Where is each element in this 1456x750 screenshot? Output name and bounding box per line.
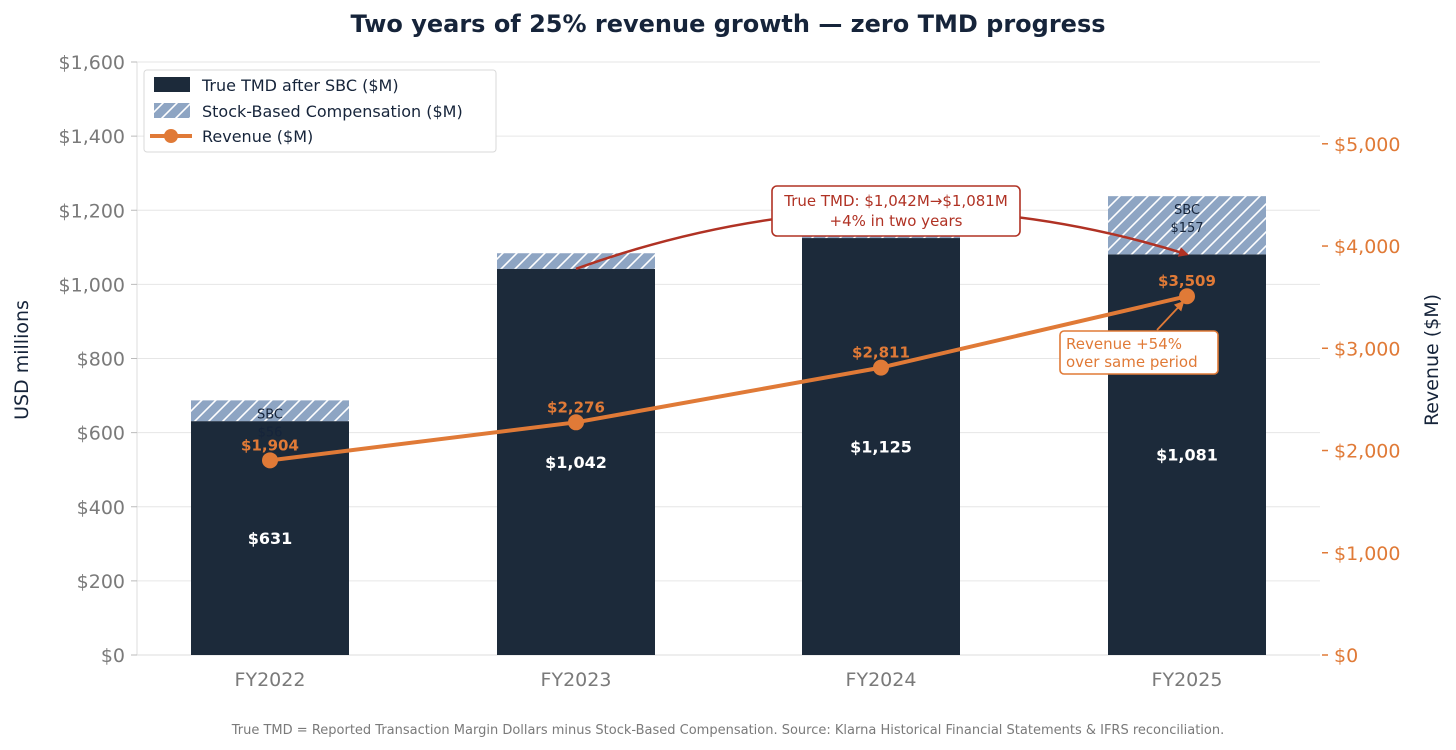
y-tick-label: $1,400	[59, 126, 125, 148]
bar-labels: $631 SBC $56 $1,042 $1,125 $1,081 SBC $157	[248, 203, 1218, 548]
legend: True TMD after SBC ($M) Stock-Based Comp…	[143, 69, 497, 153]
sbc-value-label: $157	[1170, 221, 1203, 236]
legend-label-sbc: Stock-Based Compensation ($M)	[202, 102, 463, 121]
tmd-annotation-text: +4% in two years	[830, 212, 963, 230]
y2-tick-label: $5,000	[1334, 134, 1400, 156]
legend-swatch-revenue-marker	[164, 129, 178, 143]
tmd-annotation-text: True TMD: $1,042M→$1,081M	[783, 192, 1008, 210]
bar-value-label: $1,042	[545, 453, 607, 472]
revenue-annotation-arrow	[1156, 300, 1185, 331]
revenue-value-label: $3,509	[1158, 272, 1216, 290]
bar-sbc	[191, 400, 349, 422]
revenue-value-label: $2,811	[852, 344, 910, 362]
bar-tmd	[802, 238, 960, 655]
y-tick-label: $600	[77, 423, 125, 445]
sbc-label: SBC	[257, 407, 283, 422]
sbc-value-label: $56	[258, 425, 283, 440]
sbc-label: SBC	[1174, 203, 1200, 218]
revenue-point	[568, 414, 584, 431]
y2-axis-label: Revenue ($M)	[1421, 294, 1443, 426]
axes: $0 $200 $400 $600 $800 $1,000 $1,200 $1,400 $1,6…	[59, 52, 1401, 691]
footnote: True TMD = Reported Transaction Margin D…	[231, 723, 1224, 738]
y2-tick-label: $0	[1334, 645, 1358, 667]
x-tick-label: FY2023	[541, 669, 612, 691]
revenue-point	[1179, 288, 1195, 305]
revenue-point	[262, 452, 278, 469]
y2-tick-label: $4,000	[1334, 236, 1400, 258]
revenue-line: $1,904 $2,276 $2,811 $3,509	[241, 272, 1216, 469]
bar-value-label: $631	[248, 529, 293, 548]
bar-value-label: $1,081	[1156, 446, 1218, 465]
chart-title: Two years of 25% revenue growth — zero T…	[350, 10, 1105, 38]
y-axis-label: USD millions	[11, 300, 33, 420]
bar-tmd	[497, 268, 655, 655]
bar-sbc	[497, 253, 655, 269]
y-tick-label: $200	[77, 571, 125, 593]
revenue-line-path	[269, 294, 1188, 463]
y-tick-label: $0	[101, 645, 125, 667]
x-tick-label: FY2024	[846, 669, 917, 691]
bar-value-label: $1,125	[850, 438, 912, 457]
y-tick-label: $1,000	[59, 274, 125, 296]
revenue-annotation-text: Revenue +54%	[1066, 335, 1182, 353]
bars	[191, 196, 1266, 655]
x-tick-label: FY2022	[235, 669, 306, 691]
legend-swatch-sbc	[154, 103, 190, 118]
y2-tick-label: $2,000	[1334, 441, 1400, 463]
legend-swatch-tmd	[154, 77, 190, 92]
annotations: True TMD: $1,042M→$1,081M +4% in two year…	[575, 185, 1219, 375]
bar-sbc	[1108, 196, 1266, 255]
x-tick-label: FY2025	[1152, 669, 1223, 691]
legend-label-revenue: Revenue ($M)	[202, 127, 313, 146]
revenue-value-label: $1,904	[241, 436, 299, 454]
y-tick-label: $1,600	[59, 52, 125, 74]
y-tick-label: $1,200	[59, 200, 125, 222]
y2-tick-label: $3,000	[1334, 338, 1400, 360]
bar-tmd	[1108, 254, 1266, 655]
revenue-value-label: $2,276	[547, 398, 605, 416]
legend-box	[143, 69, 497, 153]
y2-tick-label: $1,000	[1334, 543, 1400, 565]
y-tick-label: $800	[77, 349, 125, 371]
y-tick-label: $400	[77, 497, 125, 519]
tmd-annotation-box	[771, 185, 1021, 237]
revenue-point	[873, 359, 889, 376]
revenue-annotation-box	[1059, 330, 1219, 375]
revenue-annotation-text: over same period	[1066, 353, 1198, 371]
legend-label-tmd: True TMD after SBC ($M)	[201, 76, 399, 95]
